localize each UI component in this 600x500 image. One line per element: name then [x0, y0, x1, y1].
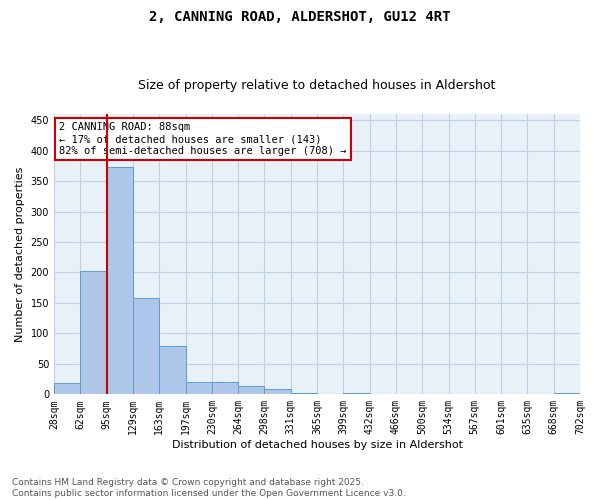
Bar [107, 167, 133, 394]
Title: Size of property relative to detached houses in Aldershot: Size of property relative to detached ho… [139, 79, 496, 92]
Bar [212, 382, 238, 394]
X-axis label: Distribution of detached houses by size in Aldershot: Distribution of detached houses by size … [172, 440, 463, 450]
Text: 2, CANNING ROAD, ALDERSHOT, GU12 4RT: 2, CANNING ROAD, ALDERSHOT, GU12 4RT [149, 10, 451, 24]
Bar [343, 393, 370, 394]
Bar [291, 392, 317, 394]
Bar [80, 271, 107, 394]
Text: 2 CANNING ROAD: 88sqm
← 17% of detached houses are smaller (143)
82% of semi-det: 2 CANNING ROAD: 88sqm ← 17% of detached … [59, 122, 347, 156]
Bar [133, 298, 159, 394]
Bar [54, 384, 80, 394]
Bar [554, 392, 580, 394]
Bar [238, 386, 265, 394]
Y-axis label: Number of detached properties: Number of detached properties [15, 166, 25, 342]
Text: Contains HM Land Registry data © Crown copyright and database right 2025.
Contai: Contains HM Land Registry data © Crown c… [12, 478, 406, 498]
Bar [159, 346, 185, 395]
Bar [185, 382, 212, 394]
Bar [265, 390, 291, 394]
